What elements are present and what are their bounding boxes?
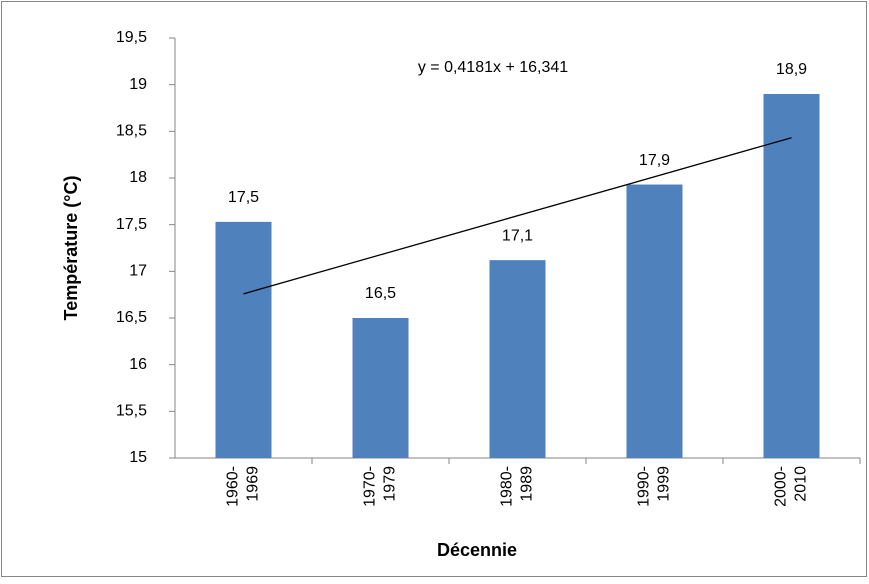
x-tick-label: 1970- 1979	[362, 466, 399, 507]
bar	[352, 318, 409, 458]
x-tick-label: 2000- 2010	[773, 466, 810, 507]
value-label: 17,5	[228, 189, 259, 206]
y-tick-label: 17	[129, 263, 147, 280]
y-tick-label: 16,5	[116, 309, 147, 326]
trendline-equation: y = 0,4181x + 16,341	[418, 59, 568, 76]
value-label: 16,5	[365, 285, 396, 302]
y-tick-label: 19	[129, 76, 147, 93]
y-tick-label: 15	[129, 449, 147, 466]
bar	[763, 94, 820, 458]
y-tick-label: 18	[129, 169, 147, 186]
bar	[626, 184, 683, 459]
x-tick-label: 1990- 1999	[636, 466, 673, 507]
y-tick-label: 16	[129, 356, 147, 373]
y-axis-title: Température (°C)	[61, 176, 81, 321]
x-tick-label: 1980- 1989	[499, 466, 536, 507]
y-tick-label: 19,5	[116, 29, 147, 46]
value-label: 17,1	[502, 227, 533, 244]
bar	[215, 221, 272, 458]
trendline	[243, 137, 792, 295]
value-label: 17,9	[639, 152, 670, 169]
value-label: 18,9	[776, 61, 807, 78]
bar	[489, 260, 546, 458]
y-tick-label: 18,5	[116, 123, 147, 140]
y-tick-label: 15,5	[116, 403, 147, 420]
x-axis-title: Décennie	[437, 540, 517, 560]
y-tick-label: 17,5	[116, 216, 147, 233]
x-tick-label: 1960- 1969	[225, 466, 262, 507]
